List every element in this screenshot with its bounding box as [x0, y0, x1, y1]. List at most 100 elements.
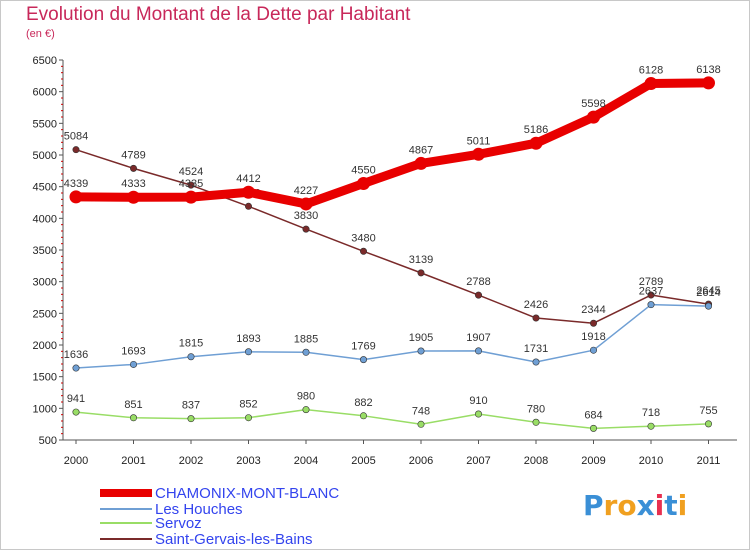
- data-label: 1885: [294, 333, 318, 345]
- data-label: 4227: [294, 185, 318, 197]
- data-label: 780: [527, 403, 545, 415]
- data-point: [472, 147, 485, 161]
- data-label: 1905: [409, 332, 433, 344]
- data-label: 1918: [581, 331, 605, 343]
- x-tick-label: 2006: [409, 455, 433, 467]
- data-point: [474, 347, 482, 355]
- data-point: [302, 348, 310, 356]
- y-tick-label: 5000: [33, 150, 57, 162]
- x-tick-label: 2003: [236, 455, 260, 467]
- data-label: 2637: [639, 286, 663, 298]
- data-label: 4335: [179, 178, 203, 190]
- chart-subtitle: (en €): [26, 28, 55, 40]
- data-label: 4789: [121, 149, 145, 161]
- data-label: 837: [182, 400, 200, 412]
- y-tick-label: 3500: [33, 245, 57, 257]
- data-label: 1731: [524, 343, 548, 355]
- data-point: [127, 190, 140, 204]
- data-label: 1636: [64, 349, 88, 361]
- data-point: [359, 356, 367, 364]
- logo-letter: t: [664, 489, 678, 522]
- data-point: [242, 185, 255, 199]
- data-label: 4339: [64, 178, 88, 190]
- series-line: [75, 408, 709, 430]
- data-label: 2614: [696, 287, 720, 299]
- data-point: [72, 146, 80, 154]
- data-point: [302, 225, 310, 233]
- y-tick-label: 6500: [33, 55, 57, 67]
- x-tick-label: 2007: [466, 455, 490, 467]
- data-point: [532, 358, 540, 366]
- data-point: [589, 319, 597, 327]
- x-tick-label: 2005: [351, 455, 375, 467]
- data-label: 3830: [294, 210, 318, 222]
- data-label: 4412: [236, 173, 260, 185]
- x-tick-label: 2008: [524, 455, 548, 467]
- x-tick-label: 2011: [697, 455, 721, 467]
- data-label: 1769: [351, 341, 375, 353]
- legend-swatch: [100, 489, 152, 497]
- y-tick-label: 4000: [33, 213, 57, 225]
- logo-letter: r: [603, 489, 618, 522]
- data-label: 852: [239, 399, 257, 411]
- data-point: [702, 76, 715, 90]
- data-label: 4867: [409, 144, 433, 156]
- data-point: [72, 364, 80, 372]
- y-tick-label: 1000: [33, 403, 57, 415]
- data-label: 2789: [639, 276, 663, 288]
- data-point: [130, 360, 138, 368]
- data-point: [647, 301, 655, 309]
- logo-letter: P: [583, 489, 604, 522]
- x-tick-label: 2002: [179, 455, 203, 467]
- data-label: 2788: [466, 276, 490, 288]
- logo-letter: o: [617, 489, 637, 522]
- data-label: 2645: [696, 285, 720, 297]
- data-point: [187, 353, 195, 361]
- data-label: 1693: [121, 345, 145, 357]
- data-label: 5084: [64, 131, 88, 143]
- chart-title: Evolution du Montant de la Dette par Hab…: [26, 4, 411, 25]
- x-tick-label: 2004: [294, 455, 318, 467]
- data-label: 5598: [581, 98, 605, 110]
- data-label: 6138: [696, 64, 720, 76]
- data-point: [474, 291, 482, 299]
- data-label: 2344: [581, 304, 605, 316]
- series-line: [75, 78, 709, 209]
- series-line: [75, 148, 709, 324]
- x-tick-label: 2000: [64, 455, 88, 467]
- legend-swatch: [100, 538, 152, 540]
- legend-item: Servoz: [100, 515, 202, 532]
- data-label: 910: [469, 395, 487, 407]
- data-label: 1893: [236, 333, 260, 345]
- y-tick-label: 5500: [33, 118, 57, 130]
- data-label: 718: [642, 407, 660, 419]
- data-point: [72, 408, 80, 416]
- data-label: 5186: [524, 124, 548, 136]
- data-point: [184, 190, 198, 204]
- data-label: 1815: [179, 338, 203, 350]
- y-tick-label: 6000: [33, 87, 57, 99]
- y-tick-label: 4500: [33, 182, 57, 194]
- data-label: 755: [699, 405, 717, 417]
- series-line: [75, 303, 709, 369]
- data-label: 851: [124, 399, 142, 411]
- x-tick-label: 2010: [639, 455, 663, 467]
- data-point: [704, 302, 712, 310]
- data-point: [417, 269, 425, 277]
- data-point: [302, 406, 310, 414]
- data-label: 4333: [121, 178, 145, 190]
- data-label: 684: [584, 409, 602, 421]
- data-label: 5011: [467, 135, 491, 147]
- logo-letter: i: [654, 489, 665, 522]
- data-label: 748: [412, 405, 430, 417]
- legend-label: Les Houches: [155, 500, 243, 518]
- data-point: [245, 202, 253, 210]
- x-tick-label: 2009: [581, 455, 605, 467]
- data-point: [245, 414, 253, 422]
- legend-swatch: [100, 508, 152, 510]
- x-tick-label: 2001: [121, 455, 145, 467]
- data-point: [414, 156, 428, 170]
- data-label: 882: [354, 397, 372, 409]
- data-point: [532, 418, 540, 426]
